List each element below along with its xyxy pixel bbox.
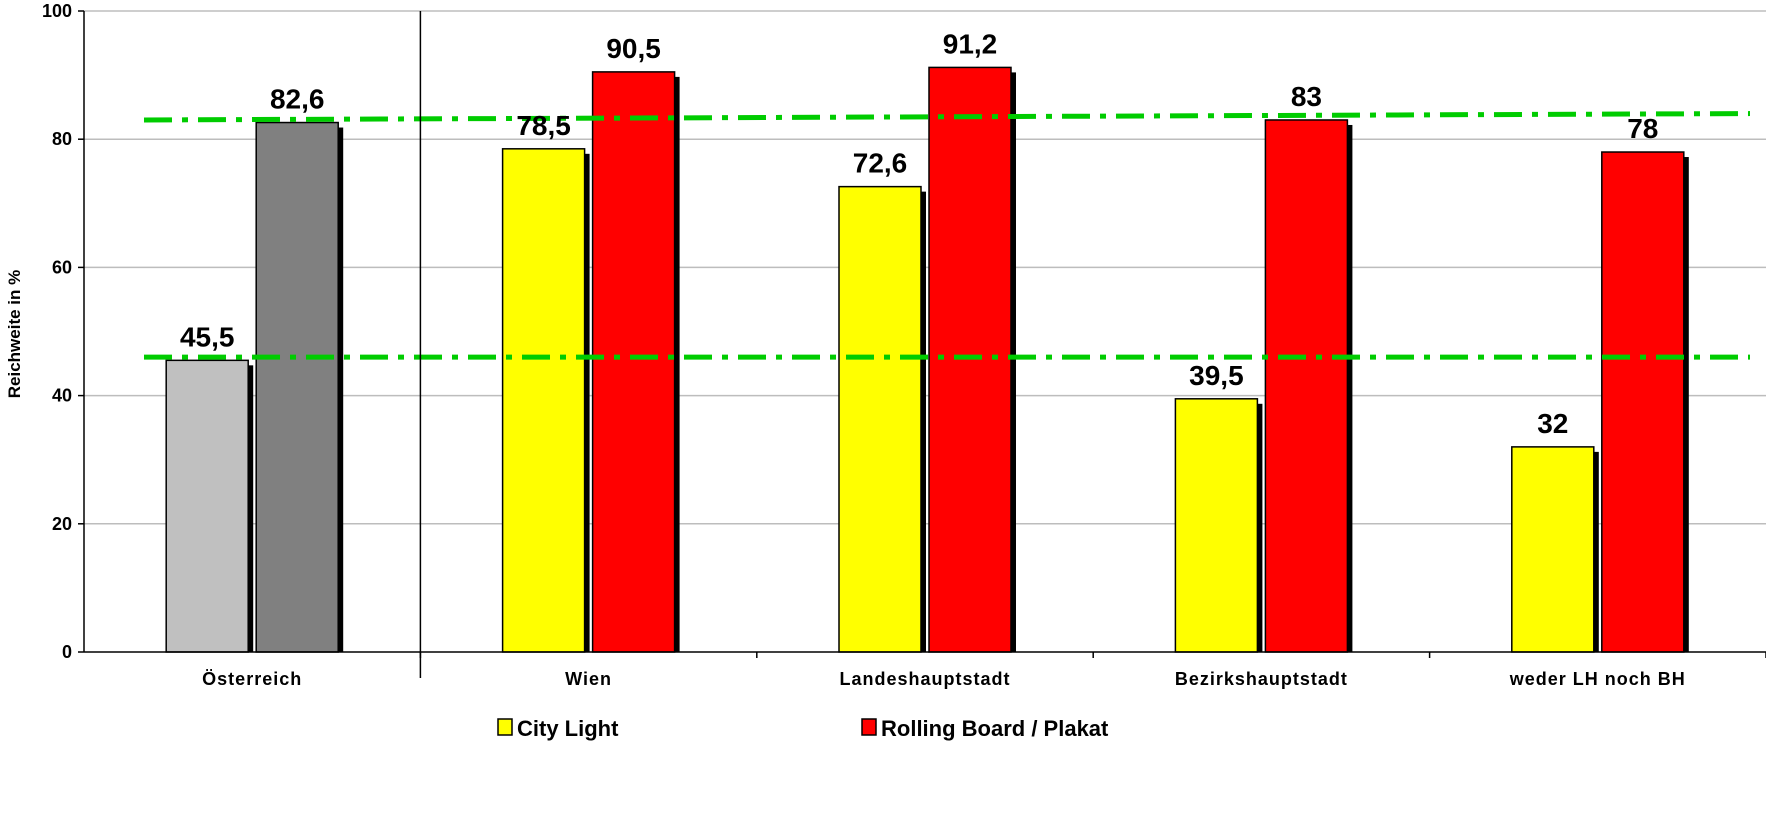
bar [1511, 446, 1595, 653]
bar [1174, 398, 1259, 653]
data-label: 78 [1627, 113, 1658, 144]
bars [165, 66, 1689, 653]
data-label: 82,6 [270, 84, 325, 115]
y-tick-label: 100 [42, 1, 72, 21]
data-label: 83 [1291, 81, 1322, 112]
y-tick-label: 80 [52, 129, 72, 149]
x-category-label: Bezirkshauptstadt [1175, 669, 1348, 689]
bar [501, 148, 586, 653]
bar [1601, 151, 1685, 653]
y-tick-label: 20 [52, 514, 72, 534]
legend: City Light Rolling Board / Plakat [497, 716, 1109, 741]
data-label: 78,5 [516, 110, 571, 141]
legend-label: Rolling Board / Plakat [881, 716, 1109, 741]
axes: 0 20 40 60 80 100 Österreich Wien Landeshauptsta… [42, 1, 1766, 689]
bar [165, 359, 249, 653]
data-label: 39,5 [1189, 360, 1244, 391]
y-tick-label: 40 [52, 386, 72, 406]
bar [255, 121, 339, 653]
data-label: 90,5 [606, 33, 661, 64]
data-label: 91,2 [943, 28, 998, 59]
bar [838, 185, 922, 653]
y-axis-title: Reichweite in % [5, 270, 24, 398]
reference-line [143, 111, 1751, 123]
bar [928, 66, 1012, 653]
legend-swatch [861, 718, 877, 736]
reference-lines [143, 111, 1751, 360]
x-category-label: weder LH noch BH [1509, 669, 1686, 689]
data-label: 45,5 [180, 321, 235, 352]
data-label: 72,6 [853, 148, 908, 179]
data-label: 32 [1537, 408, 1568, 439]
bar [591, 71, 676, 653]
x-category-label: Wien [565, 669, 612, 689]
x-category-label: Landeshauptstadt [839, 669, 1010, 689]
bar [1264, 119, 1349, 653]
x-category-label: Österreich [202, 669, 302, 689]
legend-swatch [497, 718, 513, 736]
legend-label: City Light [517, 716, 619, 741]
y-tick-label: 0 [62, 642, 72, 662]
y-tick-label: 60 [52, 257, 72, 277]
data-labels: 45,5 82,6 78,5 90,5 72,6 91,2 39,5 83 32 78 [180, 28, 1658, 438]
